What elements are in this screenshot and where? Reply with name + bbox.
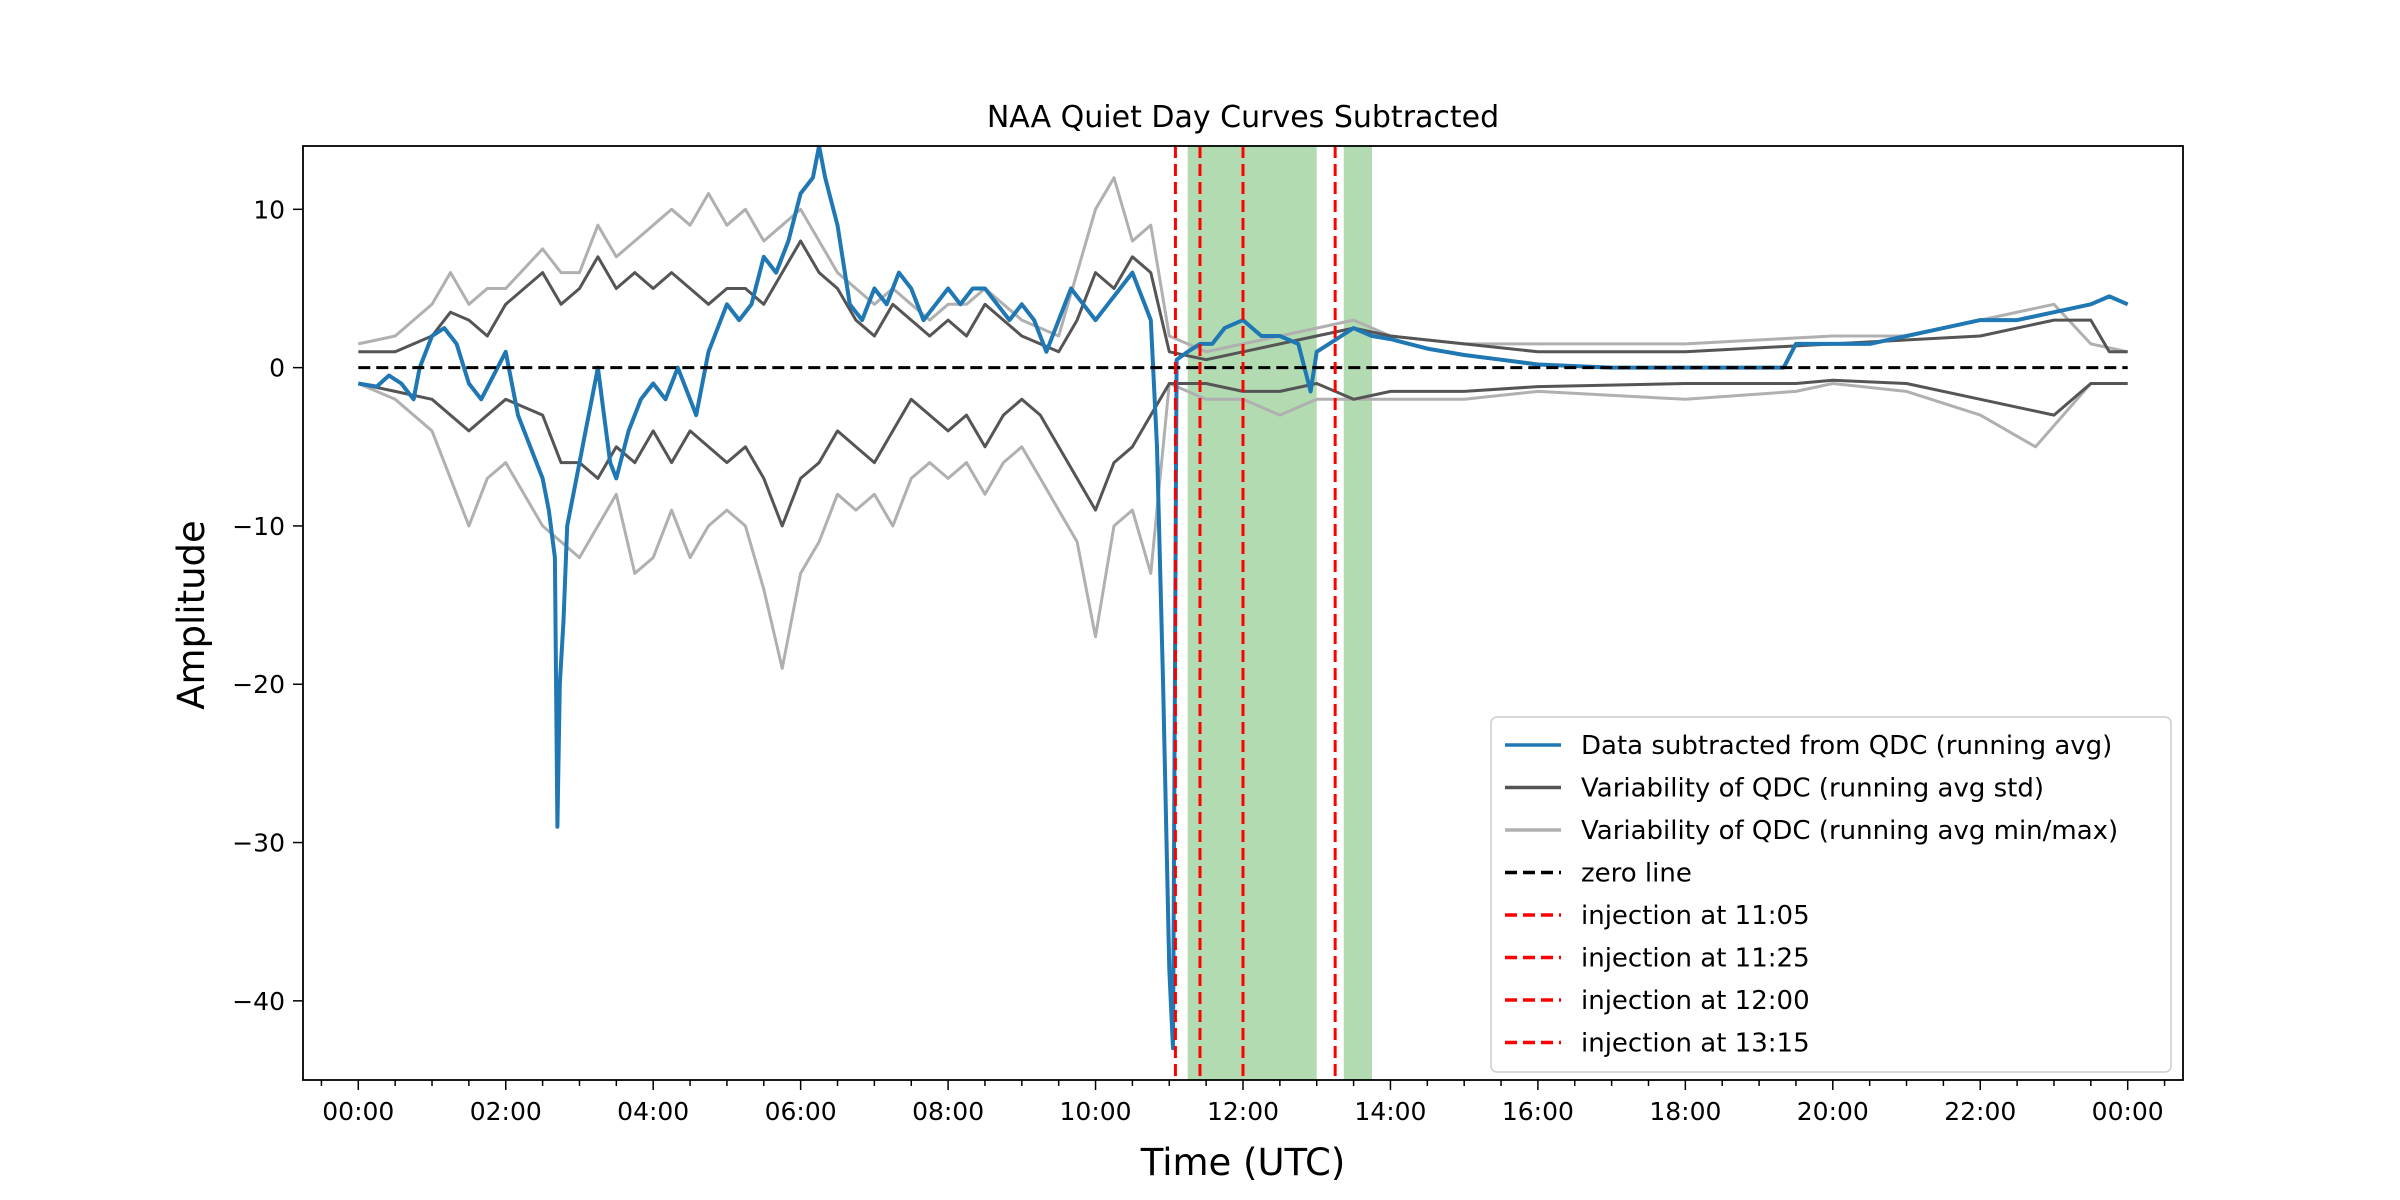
x-tick-label: 04:00 bbox=[617, 1097, 689, 1126]
legend-label: Variability of QDC (running avg min/max) bbox=[1581, 816, 2118, 846]
x-tick-label: 10:00 bbox=[1060, 1097, 1132, 1126]
plot-area: 00:00 02:00 04:00 06:00 08:00 10:00 12:00 14:00… bbox=[232, 145, 2184, 1126]
y-tick-label: −10 bbox=[232, 512, 285, 541]
legend: Data subtracted from QDC (running avg) Va… bbox=[1490, 716, 2172, 1073]
legend-label: injection at 12:00 bbox=[1581, 986, 1810, 1016]
x-tick-label: 14:00 bbox=[1354, 1097, 1426, 1126]
x-tick-label: 00:00 bbox=[2092, 1097, 2164, 1126]
legend-label: Data subtracted from QDC (running avg) bbox=[1581, 731, 2112, 761]
y-axis-label: Amplitude bbox=[170, 520, 213, 710]
legend-label: injection at 13:15 bbox=[1581, 1029, 1810, 1059]
shaded-region-2 bbox=[1343, 146, 1373, 1080]
legend-label: zero line bbox=[1581, 859, 1692, 889]
series-line-5 bbox=[357, 382, 2128, 670]
x-tick-label: 18:00 bbox=[1649, 1097, 1721, 1126]
y-tick-label: −30 bbox=[232, 829, 285, 858]
series-line-1 bbox=[357, 146, 2129, 1051]
x-tick-label: 16:00 bbox=[1502, 1097, 1574, 1126]
x-tick-label: 02:00 bbox=[470, 1097, 542, 1126]
plot-clip-group bbox=[357, 146, 2129, 1080]
x-tick-label: 08:00 bbox=[912, 1097, 984, 1126]
legend-box bbox=[1490, 716, 2172, 1073]
x-tick-label: 22:00 bbox=[1944, 1097, 2016, 1126]
x-axis-label: Time (UTC) bbox=[1140, 1141, 1346, 1184]
x-tick-label: 06:00 bbox=[765, 1097, 837, 1126]
series-line-2 bbox=[358, 239, 2128, 362]
x-tick-label: 20:00 bbox=[1797, 1097, 1869, 1126]
legend-label: injection at 11:05 bbox=[1581, 901, 1810, 931]
legend-label: Variability of QDC (running avg std) bbox=[1581, 774, 2044, 804]
x-tick-label: 12:00 bbox=[1207, 1097, 1279, 1126]
y-tick-label: 10 bbox=[253, 195, 285, 224]
y-tick-label: 0 bbox=[269, 354, 285, 383]
y-tick-label: −40 bbox=[232, 987, 285, 1016]
y-tick-label: −20 bbox=[232, 670, 285, 699]
shaded-region-1 bbox=[1187, 146, 1317, 1080]
chart-title: NAA Quiet Day Curves Subtracted bbox=[987, 100, 1499, 135]
series-line-3 bbox=[357, 378, 2128, 528]
x-tick-label: 00:00 bbox=[322, 1097, 394, 1126]
legend-label: injection at 11:25 bbox=[1581, 944, 1810, 974]
